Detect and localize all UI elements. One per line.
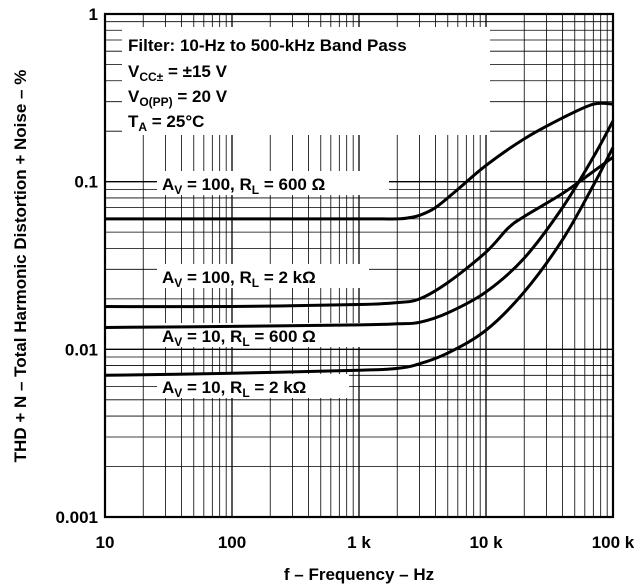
- curve-label-part: A: [162, 175, 174, 194]
- y-tick-label: 0.001: [55, 508, 98, 527]
- plot-frame: [103, 12, 615, 519]
- curve-label-part: = 100, R: [182, 175, 251, 194]
- tick-labels: 10 100 1 k 10 k 100 k 1 0.1 0.01 0.001: [55, 5, 634, 552]
- curve-label-part: = 10, R: [182, 327, 242, 346]
- annotation-output: VO(PP) = 20 V: [128, 87, 228, 109]
- curve-label-part: = 600 Ω: [259, 175, 325, 194]
- annotation-temperature: TA = 25°C: [128, 112, 204, 134]
- conditions-annotation: Filter: 10-Hz to 500-kHz Band Pass VCC± …: [122, 27, 490, 135]
- y-axis-label: THD + N – Total Harmonic Distortion + No…: [11, 70, 30, 463]
- curve-label-part: = 100, R: [182, 268, 251, 287]
- series-line-4: [104, 146, 615, 377]
- annotation-temperature-rest: = 25°C: [147, 112, 204, 131]
- curve-label-part: = 600 Ω: [250, 327, 316, 346]
- annotation-output-main: V: [128, 87, 140, 106]
- annotation-output-sub: O(PP): [139, 95, 172, 109]
- annotation-supply-main: V: [128, 62, 140, 81]
- curve-label-part: = 10, R: [182, 378, 242, 397]
- curve-label-background: [157, 264, 369, 288]
- curve-label-part: = 2 kΩ: [259, 268, 316, 287]
- y-tick-label: 0.1: [74, 173, 98, 192]
- curve-label-part: L: [242, 386, 249, 400]
- curve-label-part: L: [252, 276, 259, 290]
- annotation-supply-rest: = ±15 V: [163, 62, 227, 81]
- curve-label-part: L: [242, 335, 249, 349]
- annotation-temperature-sub: A: [138, 120, 147, 134]
- curve-label-4: AV = 10, RL = 2 kΩ: [162, 378, 306, 400]
- curve-label-1: AV = 100, RL = 600 Ω: [162, 175, 325, 197]
- curve-label-part: V: [174, 183, 182, 197]
- y-tick-label: 0.01: [65, 340, 98, 359]
- curve-label-3: AV = 10, RL = 600 Ω: [162, 327, 316, 349]
- x-tick-label: 10 k: [469, 533, 503, 552]
- series-line-3: [104, 120, 615, 329]
- curve-label-part: V: [174, 386, 182, 400]
- annotation-background: [122, 27, 490, 135]
- curve-label-part: = 2 kΩ: [250, 378, 307, 397]
- annotation-output-rest: = 20 V: [173, 87, 228, 106]
- curve-label-part: V: [174, 276, 182, 290]
- x-tick-label: 1 k: [347, 533, 371, 552]
- curve-label-background: [157, 374, 349, 398]
- curve-label-part: V: [174, 335, 182, 349]
- annotation-temperature-main: T: [128, 112, 139, 131]
- annotation-supply-sub: CC±: [139, 70, 163, 84]
- curve-label-part: L: [252, 183, 259, 197]
- series-lines: [104, 101, 615, 377]
- series-line-2: [104, 155, 614, 309]
- x-tick-label: 100: [218, 533, 246, 552]
- curve-labels: AV = 100, RL = 600 ΩAV = 100, RL = 2 kΩA…: [157, 171, 389, 400]
- x-tick-label: 10: [96, 533, 115, 552]
- annotation-filter: Filter: 10-Hz to 500-kHz Band Pass: [128, 36, 407, 55]
- curve-label-background: [157, 171, 389, 195]
- x-axis-label: f – Frequency – Hz: [284, 565, 434, 584]
- y-tick-label: 1: [89, 5, 98, 24]
- curve-label-part: A: [162, 327, 174, 346]
- series-line-1: [105, 101, 614, 221]
- annotation-supply: VCC± = ±15 V: [128, 62, 228, 84]
- curve-label-2: AV = 100, RL = 2 kΩ: [162, 268, 316, 290]
- curve-label-part: A: [162, 378, 174, 397]
- x-tick-label: 100 k: [592, 533, 635, 552]
- curve-label-part: A: [162, 268, 174, 287]
